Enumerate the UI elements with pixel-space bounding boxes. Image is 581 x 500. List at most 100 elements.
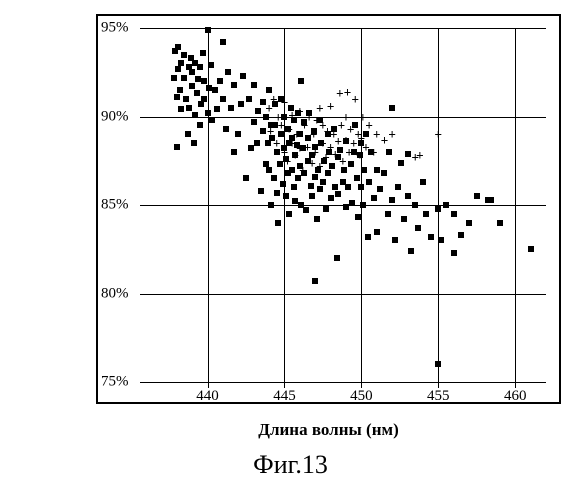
data-point-square bbox=[183, 96, 189, 102]
data-point-square bbox=[451, 250, 457, 256]
data-point-square bbox=[177, 87, 183, 93]
data-point-square bbox=[360, 202, 366, 208]
data-point-square bbox=[303, 207, 309, 213]
xtick-label: 445 bbox=[273, 388, 296, 405]
data-point-square bbox=[189, 69, 195, 75]
data-point-square bbox=[298, 78, 304, 84]
ytick-label: 75% bbox=[101, 374, 129, 391]
data-point-square bbox=[223, 126, 229, 132]
ytick-label: 85% bbox=[101, 197, 129, 214]
data-point-square bbox=[381, 170, 387, 176]
data-point-square bbox=[205, 110, 211, 116]
data-point-square bbox=[355, 214, 361, 220]
data-point-square bbox=[254, 140, 260, 146]
data-point-square bbox=[225, 69, 231, 75]
data-point-square bbox=[243, 175, 249, 181]
data-point-square bbox=[220, 96, 226, 102]
data-point-square bbox=[332, 184, 338, 190]
data-point-square bbox=[231, 149, 237, 155]
data-point-cross: + bbox=[340, 111, 352, 123]
data-point-square bbox=[191, 140, 197, 146]
data-point-square bbox=[197, 64, 203, 70]
data-point-square bbox=[255, 108, 261, 114]
data-point-square bbox=[201, 78, 207, 84]
data-point-square bbox=[466, 220, 472, 226]
data-point-square bbox=[197, 122, 203, 128]
data-point-square bbox=[415, 225, 421, 231]
data-point-square bbox=[458, 232, 464, 238]
data-point-square bbox=[228, 105, 234, 111]
data-point-square bbox=[328, 195, 334, 201]
ytick-label: 80% bbox=[101, 285, 129, 302]
data-point-square bbox=[374, 229, 380, 235]
data-point-square bbox=[266, 167, 272, 173]
data-point-square bbox=[497, 220, 503, 226]
data-point-square bbox=[195, 76, 201, 82]
ytick bbox=[140, 205, 146, 206]
data-point-square bbox=[371, 195, 377, 201]
data-point-square bbox=[443, 202, 449, 208]
data-point-cross: + bbox=[368, 146, 380, 158]
data-point-square bbox=[238, 101, 244, 107]
data-point-square bbox=[175, 66, 181, 72]
data-point-square bbox=[189, 83, 195, 89]
data-point-square bbox=[235, 131, 241, 137]
data-point-square bbox=[428, 234, 434, 240]
data-point-square bbox=[374, 167, 380, 173]
data-point-square bbox=[398, 160, 404, 166]
data-point-square bbox=[206, 85, 212, 91]
data-point-square bbox=[474, 193, 480, 199]
data-point-square bbox=[335, 191, 341, 197]
data-point-square bbox=[389, 105, 395, 111]
data-point-square bbox=[178, 106, 184, 112]
xtick-label: 455 bbox=[427, 388, 450, 405]
grid-horizontal bbox=[146, 382, 546, 383]
data-point-cross: + bbox=[325, 100, 337, 112]
data-point-square bbox=[209, 117, 215, 123]
data-point-square bbox=[174, 144, 180, 150]
xtick-label: 460 bbox=[504, 388, 527, 405]
data-point-square bbox=[312, 278, 318, 284]
data-point-square bbox=[220, 39, 226, 45]
data-point-cross: + bbox=[432, 128, 444, 140]
data-point-square bbox=[275, 220, 281, 226]
data-point-square bbox=[194, 90, 200, 96]
data-point-square bbox=[186, 105, 192, 111]
data-point-square bbox=[200, 50, 206, 56]
data-point-square bbox=[258, 188, 264, 194]
data-point-square bbox=[386, 149, 392, 155]
data-point-square bbox=[438, 237, 444, 243]
data-point-square bbox=[291, 184, 297, 190]
data-point-square bbox=[365, 234, 371, 240]
data-point-square bbox=[435, 361, 441, 367]
data-point-square bbox=[423, 211, 429, 217]
x-axis-label: Длина волны (нм) bbox=[96, 420, 561, 440]
data-point-square bbox=[401, 216, 407, 222]
data-point-square bbox=[361, 167, 367, 173]
plot-frame: 44044545045546075%80%85%90%95%++++++++++… bbox=[96, 14, 561, 404]
data-point-square bbox=[208, 62, 214, 68]
ytick bbox=[140, 117, 146, 118]
data-point-square bbox=[309, 193, 315, 199]
data-point-square bbox=[171, 75, 177, 81]
ytick bbox=[140, 382, 146, 383]
data-point-square bbox=[528, 246, 534, 252]
data-point-square bbox=[323, 206, 329, 212]
data-point-square bbox=[212, 87, 218, 93]
data-point-square bbox=[181, 52, 187, 58]
data-point-square bbox=[268, 202, 274, 208]
data-point-square bbox=[246, 96, 252, 102]
data-point-square bbox=[408, 248, 414, 254]
data-point-square bbox=[271, 175, 277, 181]
data-point-square bbox=[420, 179, 426, 185]
data-point-cross: + bbox=[278, 96, 290, 108]
data-point-square bbox=[240, 73, 246, 79]
ytick bbox=[140, 294, 146, 295]
data-point-square bbox=[251, 119, 257, 125]
data-point-square bbox=[389, 197, 395, 203]
data-point-square bbox=[201, 96, 207, 102]
data-point-square bbox=[435, 206, 441, 212]
data-point-cross: + bbox=[414, 149, 426, 161]
data-point-square bbox=[181, 75, 187, 81]
data-point-square bbox=[178, 60, 184, 66]
